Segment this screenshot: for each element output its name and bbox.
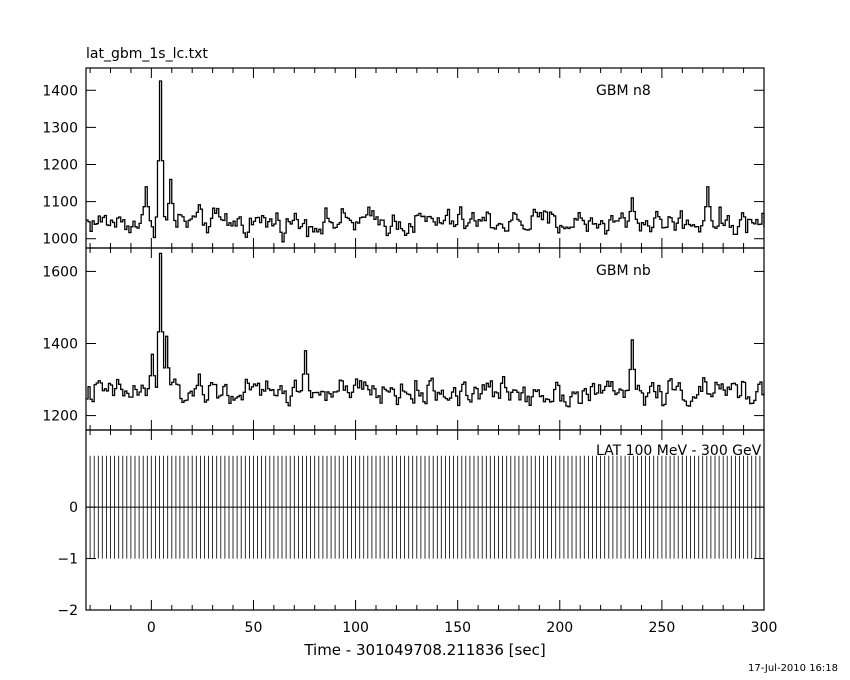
timestamp: 17-Jul-2010 16:18 [748, 663, 839, 674]
series-line-1 [86, 80, 765, 243]
x-tick-label: 50 [245, 620, 263, 636]
x-tick-label: 100 [342, 620, 369, 636]
panel-frame-3 [85, 429, 765, 611]
file-label: lat_gbm_1s_lc.txt [86, 46, 208, 62]
y-tick-label: 1200 [42, 409, 78, 425]
x-tick-label: 200 [546, 620, 573, 636]
x-tick-label: 300 [751, 620, 778, 636]
y-tick-label: 1600 [42, 264, 78, 280]
panel-label-2: GBM nb [596, 263, 651, 279]
panel-label-3: LAT 100 MeV - 300 GeV [596, 443, 762, 459]
x-tick-label: 150 [444, 620, 471, 636]
x-axis-label: Time - 301049708.211836 [sec] [303, 641, 545, 659]
y-tick-label: 1400 [42, 337, 78, 353]
panel-label-1: GBM n8 [596, 83, 651, 99]
y-tick-label: 1000 [42, 232, 78, 248]
y-tick-label: 1200 [42, 157, 78, 173]
y-tick-label: −1 [57, 552, 78, 568]
y-tick-label: −2 [57, 603, 78, 619]
y-tick-label: 0 [69, 500, 78, 516]
y-tick-label: 1300 [42, 120, 78, 136]
x-tick-label: 0 [147, 620, 156, 636]
y-tick-label: 1100 [42, 195, 78, 211]
y-tick-label: 1400 [42, 83, 78, 99]
x-tick-label: 250 [649, 620, 676, 636]
series-line-2 [86, 252, 765, 408]
